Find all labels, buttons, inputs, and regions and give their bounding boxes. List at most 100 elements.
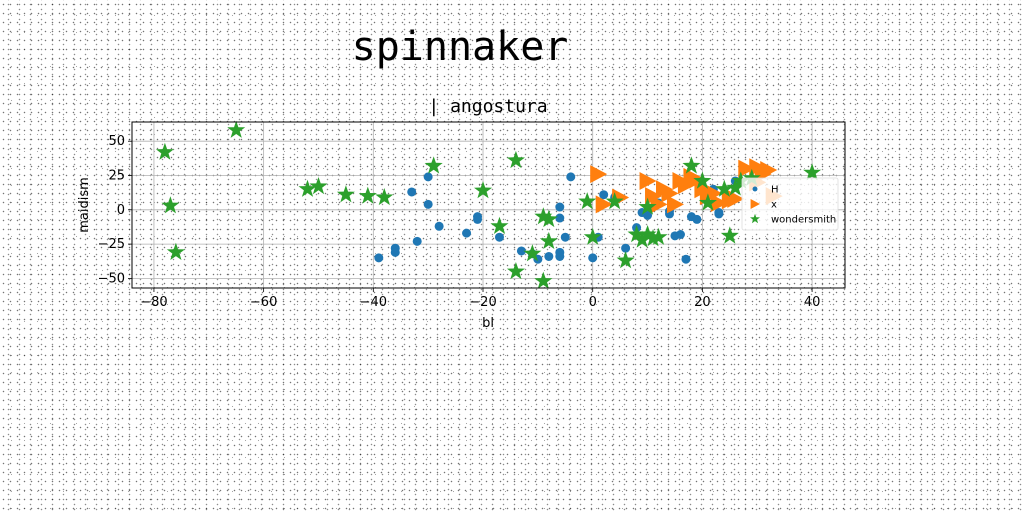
data-point	[693, 171, 712, 189]
data-point	[434, 221, 444, 231]
x-tick-label: −80	[140, 295, 167, 310]
main-title: spinnaker	[351, 24, 569, 70]
data-point	[643, 210, 653, 220]
data-point	[633, 230, 652, 248]
legend-marker	[750, 213, 760, 224]
data-point	[645, 187, 663, 206]
data-point	[760, 161, 778, 180]
data-point	[599, 190, 609, 200]
y-tick-label: −25	[98, 237, 125, 252]
data-point	[638, 225, 657, 243]
data-point	[666, 195, 684, 214]
data-point	[462, 228, 472, 238]
data-point	[560, 232, 570, 242]
chart-subtitle: | angostura	[428, 96, 547, 117]
legend-box	[741, 177, 839, 231]
data-point	[494, 232, 504, 242]
grid	[132, 122, 845, 288]
data-point	[616, 251, 635, 269]
data-point	[650, 195, 668, 214]
data-point	[726, 178, 745, 196]
data-point	[738, 159, 756, 178]
data-point	[578, 192, 597, 210]
data-point	[534, 207, 553, 225]
x-axis-label: bl	[482, 316, 494, 331]
plot-frame	[131, 121, 846, 289]
data-point	[644, 229, 663, 247]
data-point	[720, 226, 739, 244]
data-point	[639, 171, 657, 190]
legend-label: x	[771, 200, 777, 211]
data-point	[682, 156, 701, 174]
data-point	[227, 120, 246, 138]
y-tick-label: 0	[117, 203, 125, 218]
data-point	[390, 247, 400, 257]
data-point	[714, 209, 724, 219]
data-point	[731, 171, 750, 189]
series-wondersmith	[155, 120, 822, 289]
data-point	[742, 168, 761, 186]
data-point	[675, 229, 685, 239]
data-point	[621, 243, 631, 253]
data-point	[309, 177, 328, 195]
data-point	[627, 225, 646, 243]
data-point	[161, 196, 180, 214]
data-point	[424, 156, 443, 174]
data-point	[155, 142, 174, 160]
data-point	[638, 197, 657, 215]
data-point	[590, 165, 608, 184]
data-point	[605, 192, 624, 210]
data-point	[588, 253, 598, 263]
data-point	[474, 181, 493, 199]
legend-marker	[750, 199, 760, 209]
data-point	[539, 209, 558, 228]
data-point	[677, 176, 695, 195]
data-point	[727, 189, 745, 208]
data-point	[358, 186, 377, 204]
data-point	[336, 185, 355, 203]
x-tick-label: 20	[694, 295, 711, 310]
data-point	[661, 184, 679, 203]
data-point	[595, 195, 613, 214]
data-point	[649, 227, 668, 245]
data-point	[423, 172, 433, 182]
x-tick-label: 40	[804, 295, 821, 310]
data-point	[423, 199, 433, 209]
data-point	[710, 193, 728, 212]
data-point	[516, 246, 526, 256]
data-point	[681, 254, 691, 264]
data-point	[506, 262, 525, 280]
data-point	[705, 184, 723, 203]
y-tick-label: −50	[98, 271, 125, 286]
data-point	[407, 187, 417, 197]
data-point	[473, 214, 483, 224]
data-point	[715, 179, 734, 197]
y-tick-label: 50	[108, 134, 125, 149]
y-tick-label: 25	[108, 169, 125, 184]
data-point	[539, 231, 558, 249]
data-point	[298, 179, 317, 197]
data-point	[166, 242, 185, 260]
data-point	[374, 253, 384, 263]
data-point	[803, 163, 822, 181]
x-tick-label: −20	[469, 295, 496, 310]
data-point	[534, 271, 553, 289]
legend: Hx wondersmith	[741, 177, 839, 231]
data-point	[375, 188, 394, 206]
data-point	[506, 150, 525, 169]
data-point	[555, 247, 565, 257]
x-tick-label: −40	[360, 295, 387, 310]
data-point	[555, 202, 565, 212]
x-tick-label: −60	[250, 295, 277, 310]
x-tick-label: 0	[589, 295, 597, 310]
data-point	[555, 213, 565, 223]
legend-marker	[752, 186, 758, 192]
data-point	[523, 244, 542, 262]
y-axis-label: maidism	[77, 177, 92, 233]
axis-ticks: −80 −60 −40 −20 0 20 40 −50 −25 0 25 50	[98, 134, 821, 310]
data-point	[698, 193, 717, 211]
data-point	[544, 251, 554, 261]
legend-label: H	[771, 185, 779, 196]
data-point	[412, 236, 422, 246]
data-point	[566, 172, 576, 182]
